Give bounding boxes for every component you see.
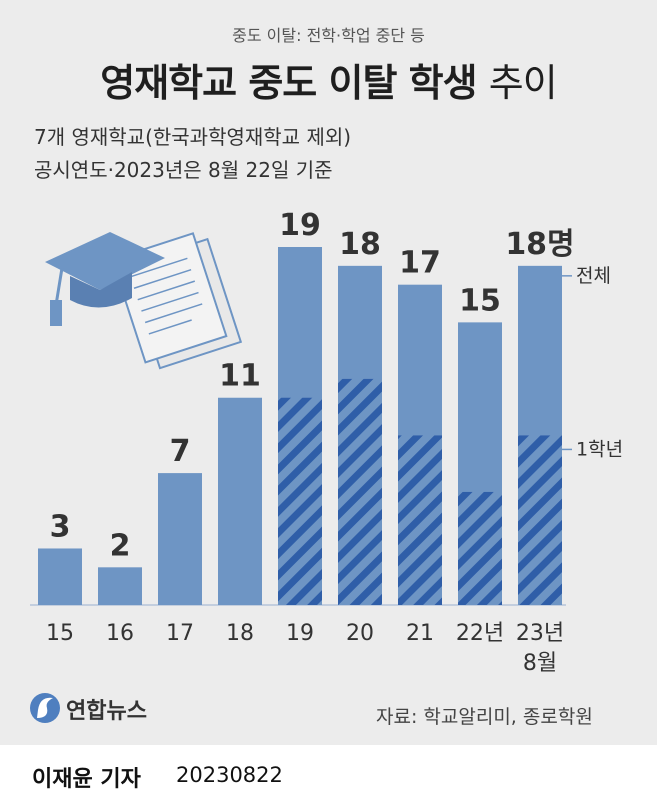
bar-total-3 bbox=[218, 397, 262, 605]
x-tick-label-8-line2: 8월 bbox=[523, 651, 557, 676]
publish-date: 20230822 bbox=[176, 763, 283, 787]
title-suffix: 추이 bbox=[488, 61, 558, 105]
value-label-3: 11 bbox=[219, 359, 261, 394]
bar-total-2 bbox=[158, 473, 202, 605]
title: 영재학교 중도 이탈 학생 추이 bbox=[0, 52, 657, 107]
value-label-0: 3 bbox=[50, 509, 71, 544]
subtitle: 중도 이탈: 전학·학업 중단 등 bbox=[232, 26, 425, 45]
title-main: 영재학교 중도 이탈 학생 bbox=[100, 61, 477, 105]
x-tick-label-4: 19 bbox=[286, 621, 314, 646]
x-tick-label-2: 17 bbox=[166, 621, 194, 646]
value-label-7: 15 bbox=[459, 283, 501, 318]
legend-total: 전체 bbox=[576, 265, 611, 287]
bar-total-0 bbox=[38, 548, 82, 605]
value-label-6: 17 bbox=[399, 246, 441, 281]
bar-first-year-5 bbox=[338, 378, 382, 605]
bar-first-year-8 bbox=[518, 435, 562, 605]
bar-chart: 3 15 2 16 7 17 11 18 19 19 18 20 17 21 15 22년 18명 23년 8월 전체… bbox=[30, 208, 623, 676]
value-label-8: 18명 bbox=[505, 227, 574, 262]
x-tick-label-0: 15 bbox=[46, 621, 74, 646]
source-note: 자료: 학교알리미, 종로학원 bbox=[376, 706, 593, 728]
byline: 이재윤 기자 bbox=[32, 767, 141, 792]
bar-first-year-6 bbox=[398, 435, 442, 605]
note-line-2: 공시연도·2023년은 8월 22일 기준 bbox=[34, 158, 333, 182]
logo-text: 연합뉴스 bbox=[66, 699, 147, 724]
bar-total-1 bbox=[98, 567, 142, 605]
bar-first-year-4 bbox=[278, 397, 322, 605]
x-tick-label-6: 21 bbox=[406, 621, 434, 646]
value-label-2: 7 bbox=[170, 434, 191, 469]
x-tick-label-8: 23년 bbox=[516, 621, 564, 646]
x-tick-label-5: 20 bbox=[346, 621, 374, 646]
yonhap-logo-icon bbox=[30, 693, 60, 723]
value-label-1: 2 bbox=[110, 528, 131, 563]
note-line-1: 7개 영재학교(한국과학영재학교 제외) bbox=[34, 125, 352, 149]
x-tick-label-3: 18 bbox=[226, 621, 254, 646]
graduation-illustration-icon bbox=[45, 232, 243, 370]
legend-first-year: 1학년 bbox=[576, 438, 623, 460]
x-tick-label-7: 22년 bbox=[456, 621, 504, 646]
value-label-5: 18 bbox=[339, 227, 381, 262]
bar-first-year-7 bbox=[458, 491, 502, 605]
value-label-4: 19 bbox=[279, 208, 321, 243]
x-tick-label-1: 16 bbox=[106, 621, 134, 646]
